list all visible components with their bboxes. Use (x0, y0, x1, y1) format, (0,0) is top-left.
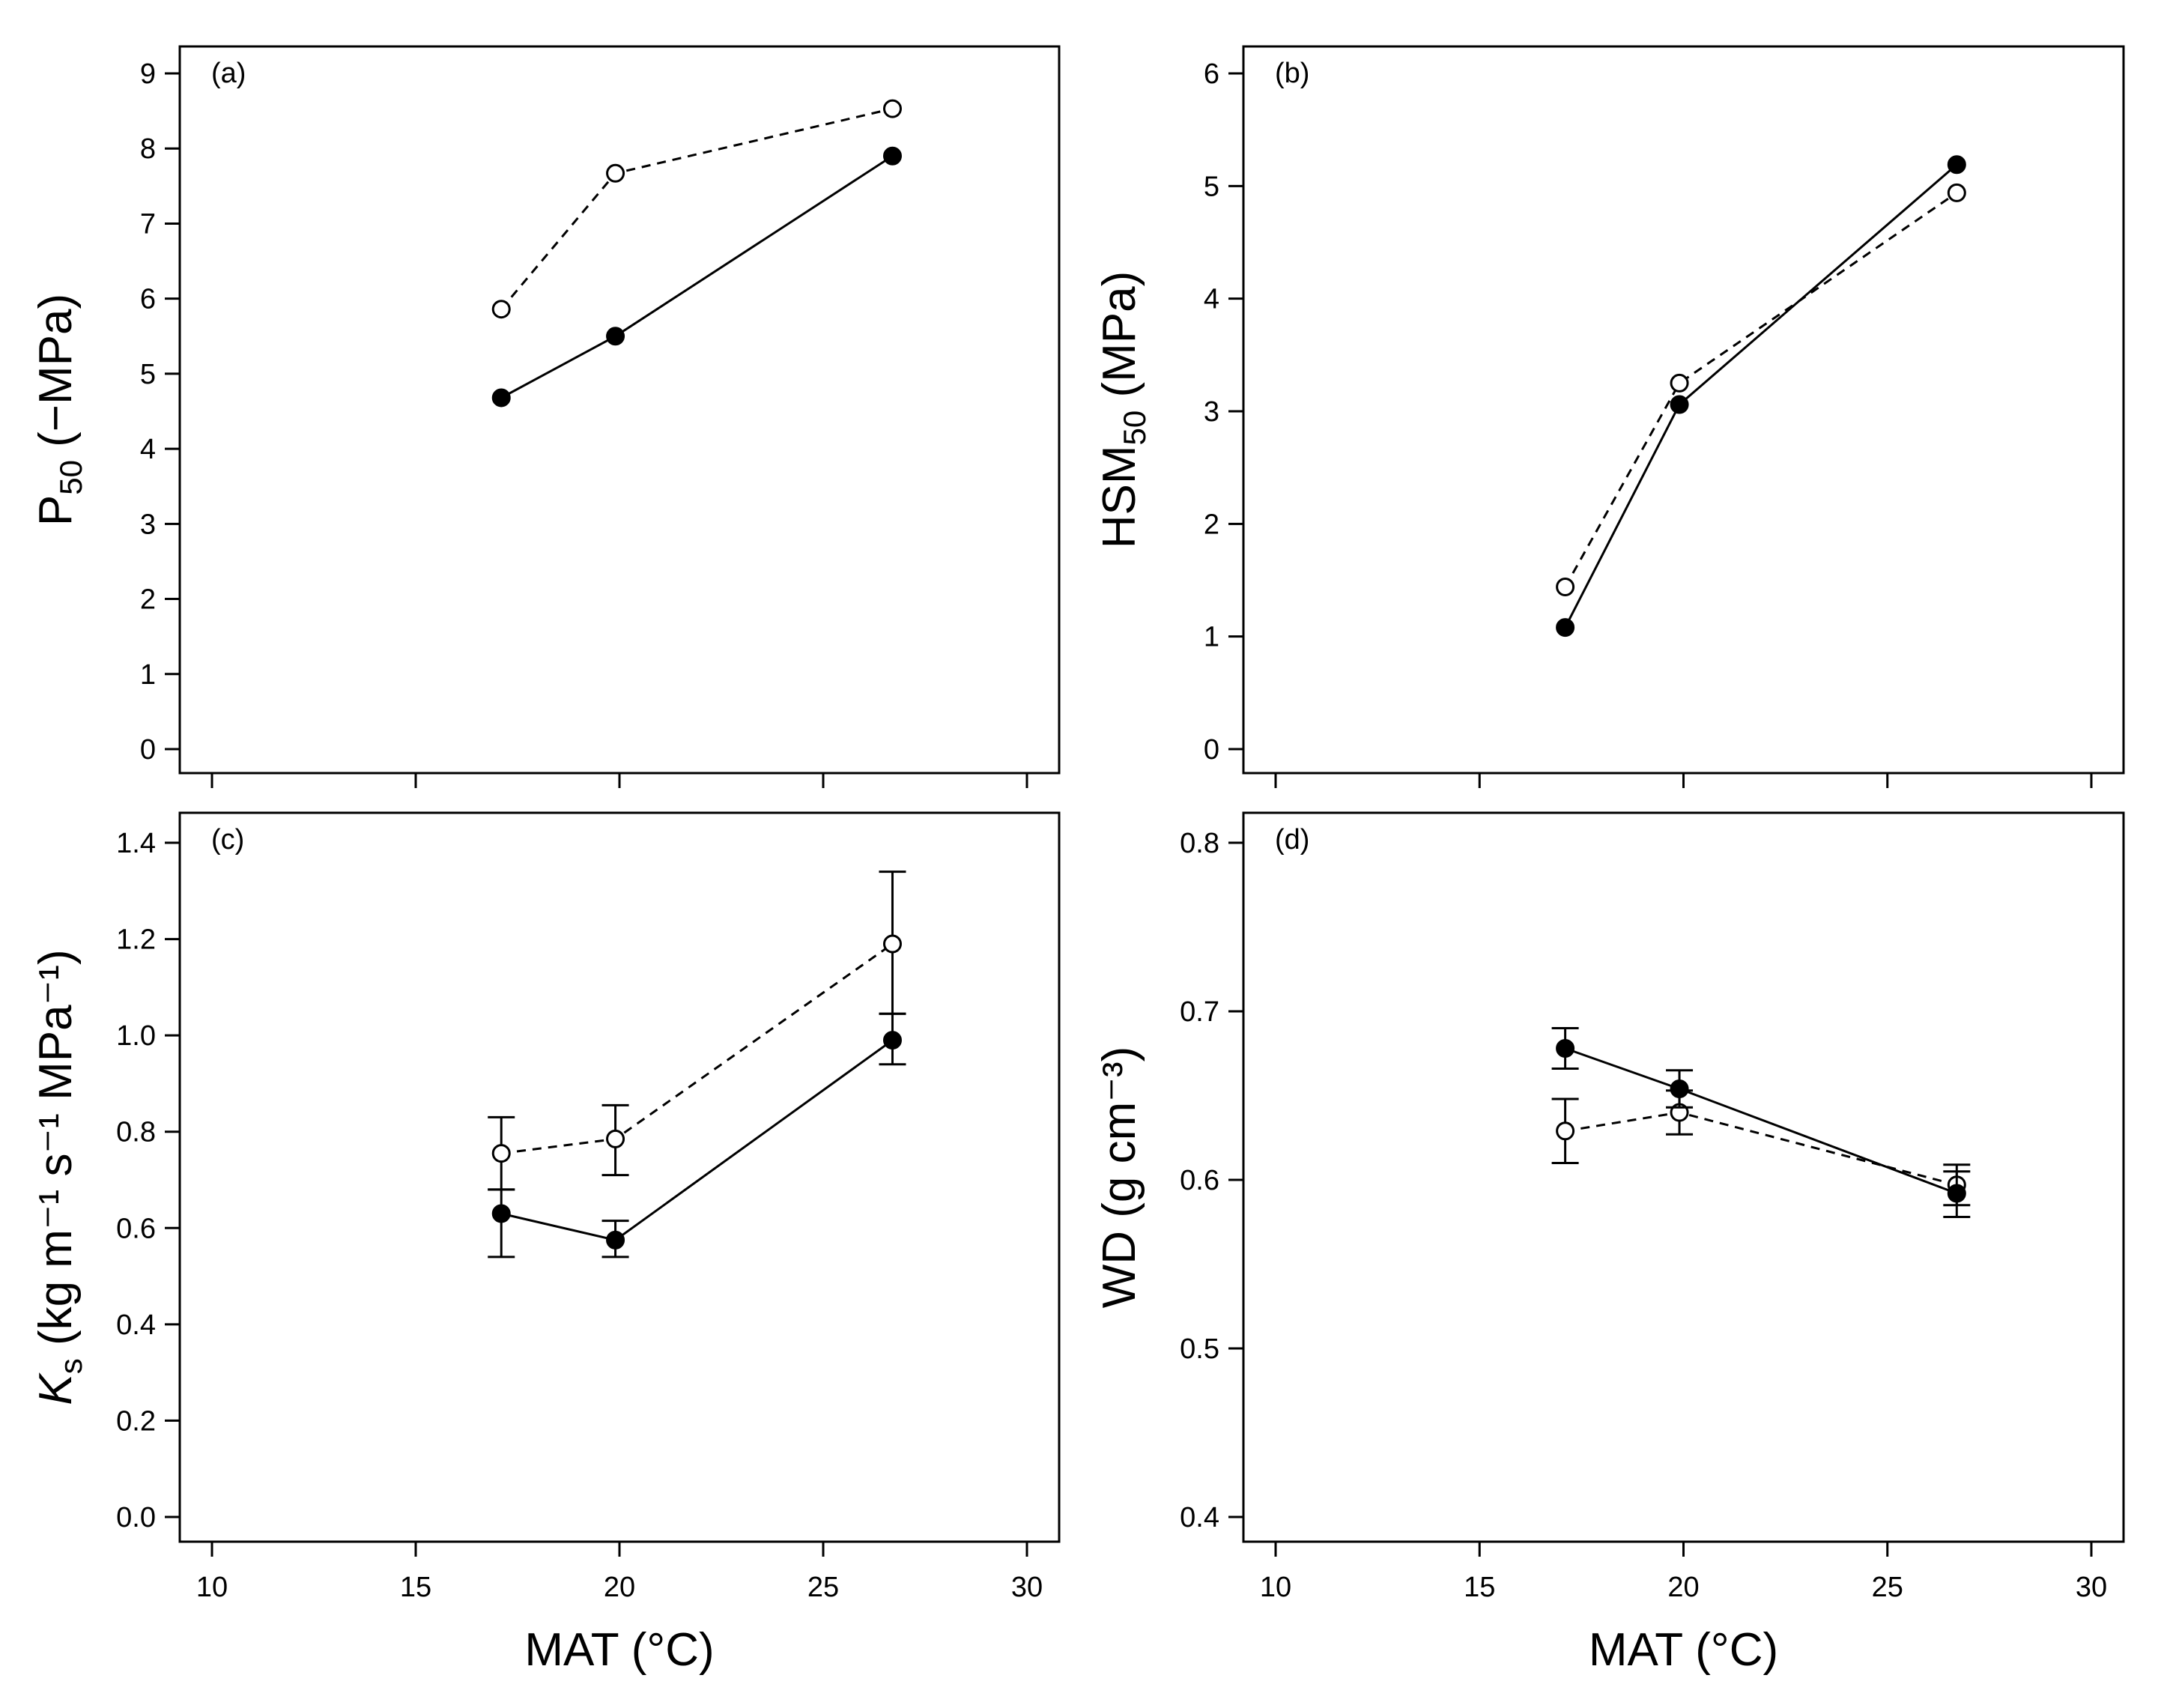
y-tick-label: 3 (1204, 396, 1219, 428)
y-tick-label: 1.2 (116, 924, 156, 956)
y-tick-label: 6 (1204, 58, 1219, 90)
y-axis-title-subscript: 50 (1117, 411, 1152, 446)
y-tick-label: 5 (140, 359, 156, 390)
y-axis-title-main: K (30, 1372, 82, 1405)
y-tick-label: 0.0 (116, 1502, 156, 1533)
y-tick-label: 0 (1204, 734, 1219, 766)
y-tick-label: 0.8 (116, 1117, 156, 1148)
x-tick-label: 10 (1260, 1572, 1291, 1603)
y-axis-title-unit: (−MPa) (30, 294, 82, 460)
x-tick-label: 20 (1667, 1572, 1699, 1603)
series-open-line (1564, 192, 1958, 588)
panel-label: (a) (211, 58, 246, 89)
y-axis-title: P50 (−MPa) (30, 294, 88, 526)
series-filled-point (606, 1230, 625, 1250)
y-tick-label: 1.4 (116, 828, 156, 859)
y-tick-label: 2 (1204, 509, 1219, 540)
y-axis-title: HSM50 (MPa) (1094, 271, 1152, 549)
y-tick-label: 4 (140, 434, 156, 465)
y-axis-title-main: HSM (1094, 445, 1145, 548)
series-filled-point (1556, 1039, 1575, 1058)
series-filled-point (1556, 618, 1575, 638)
y-axis-title-unit: (kg m⁻¹ s⁻¹ MPa⁻¹) (30, 949, 82, 1358)
series-filled-point (491, 388, 511, 408)
y-axis-title-unit: (g cm⁻³) (1094, 1047, 1145, 1231)
panel-b: (b) 0 1 2 3 4 5 6 HSM50 (MPa) (1094, 45, 2125, 788)
y-axis-title-unit: (MPa) (1094, 271, 1145, 411)
y-tick-label: 0.6 (116, 1213, 156, 1244)
series-filled-point (882, 146, 902, 166)
series-open-point (491, 300, 511, 319)
panel-a: (a) 0 1 2 3 4 5 6 7 8 9 P50 (−MPa) (30, 45, 1061, 788)
y-tick-label: 5 (1204, 171, 1219, 202)
x-tick-label: 25 (807, 1572, 839, 1603)
y-tick-label: 6 (140, 284, 156, 315)
y-tick-label: 0.7 (1180, 996, 1219, 1028)
y-tick-label: 3 (140, 509, 156, 540)
series-open-point (1947, 183, 1966, 202)
y-tick-label: 0.6 (1180, 1165, 1219, 1196)
y-tick-label: 8 (140, 133, 156, 165)
series-filled-point (1947, 155, 1966, 175)
x-tick-label: 30 (2076, 1572, 2107, 1603)
x-axis-title: MAT (°C) (524, 1624, 714, 1676)
y-tick-label: 0 (140, 734, 156, 766)
y-tick-label: 7 (140, 208, 156, 240)
series-filled-point (491, 1204, 511, 1223)
y-axis-title: Ks (kg m⁻¹ s⁻¹ MPa⁻¹) (30, 949, 88, 1405)
panel-label: (b) (1275, 58, 1309, 89)
panel-label: (d) (1275, 824, 1309, 855)
y-tick-label: 9 (140, 58, 156, 90)
x-tick-label: 15 (1464, 1572, 1495, 1603)
series-filled-point (1670, 1079, 1689, 1098)
x-tick-label: 30 (1011, 1572, 1043, 1603)
series-open-point (1556, 578, 1575, 597)
y-axis-title: WD (g cm⁻³) (1094, 1047, 1145, 1309)
series-filled-point (882, 1031, 902, 1050)
series-open-point (1556, 1121, 1575, 1141)
y-axis-title-main: WD (1094, 1231, 1145, 1308)
series-filled-point (606, 327, 625, 346)
y-tick-label: 0.4 (116, 1309, 156, 1341)
y-tick-label: 0.4 (1180, 1502, 1219, 1533)
panel-d: (d) 0.4 0.5 0.6 0.7 0.8 10 15 20 25 30 MAT (°C) WD (… (1094, 811, 2125, 1676)
series-filled-point (1947, 1184, 1966, 1203)
x-axis-title: MAT (°C) (1589, 1624, 1778, 1676)
panel-label: (c) (211, 824, 244, 855)
y-tick-label: 2 (140, 584, 156, 616)
x-tick-label: 20 (604, 1572, 635, 1603)
series-open-point (1670, 373, 1689, 393)
series-filled-point (1670, 395, 1689, 414)
series-open-point (882, 99, 902, 118)
y-axis-title-main: P (30, 495, 82, 526)
series-open-point (882, 934, 902, 954)
series-open-point (491, 1144, 511, 1163)
x-tick-label: 10 (196, 1572, 228, 1603)
x-tick-label: 25 (1872, 1572, 1903, 1603)
y-tick-label: 0.2 (116, 1405, 156, 1437)
y-tick-label: 1 (1204, 622, 1219, 653)
y-tick-label: 1.0 (116, 1020, 156, 1052)
x-tick-label: 15 (400, 1572, 431, 1603)
series-open-point (606, 1129, 625, 1148)
y-tick-label: 0.8 (1180, 828, 1219, 859)
panel-c: (c) 0.0 0.2 0.4 0.6 0.8 1.0 1.2 1.4 10 15 20 25 30 MAT… (30, 811, 1061, 1676)
y-axis-title-subscript: s (53, 1358, 88, 1374)
y-tick-label: 0.5 (1180, 1333, 1219, 1365)
y-tick-label: 4 (1204, 284, 1219, 315)
series-open-point (606, 163, 625, 183)
y-tick-label: 1 (140, 659, 156, 691)
y-axis-title-subscript: 50 (53, 460, 88, 495)
